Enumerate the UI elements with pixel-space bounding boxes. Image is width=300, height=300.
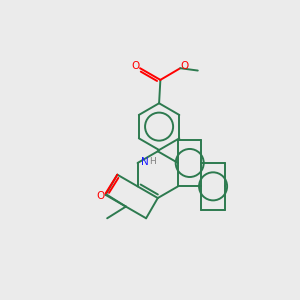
Text: H: H xyxy=(149,157,156,166)
Text: O: O xyxy=(131,61,140,71)
Text: O: O xyxy=(97,191,105,201)
Text: O: O xyxy=(181,61,189,71)
Text: N: N xyxy=(142,157,149,167)
